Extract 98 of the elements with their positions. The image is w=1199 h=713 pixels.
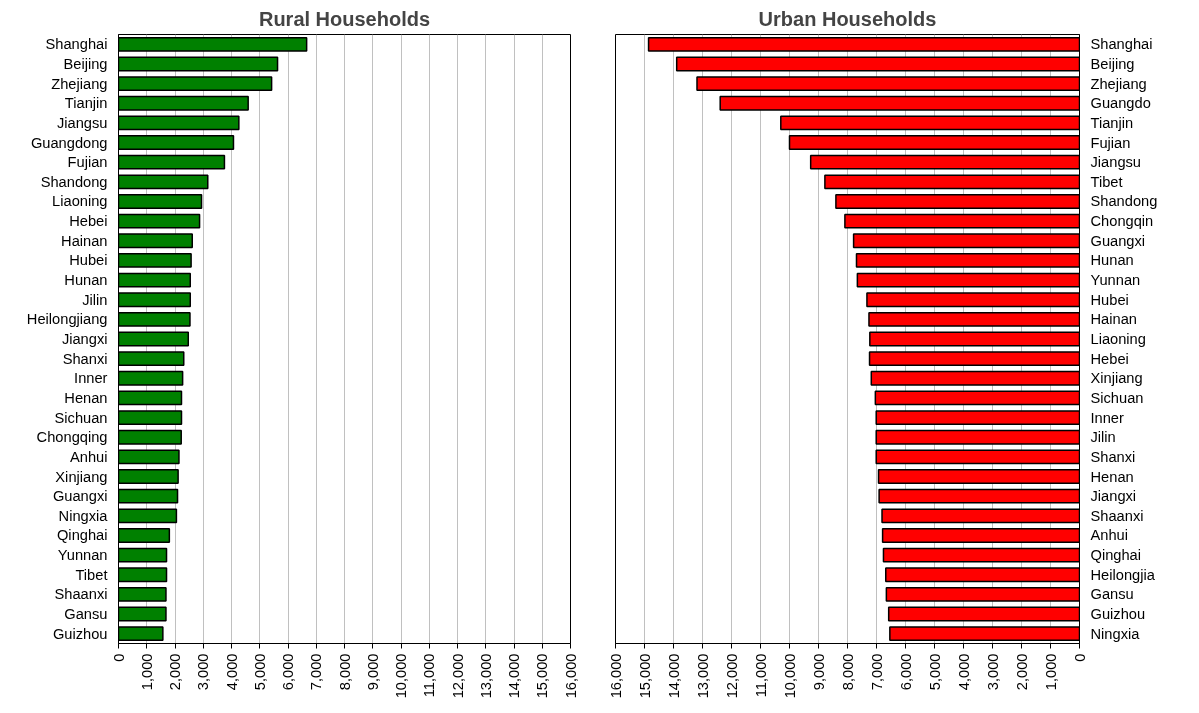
x-tick-label: 0 <box>110 653 127 662</box>
y-tick-label: Hainan <box>61 232 108 249</box>
x-tick-label: 13,000 <box>694 653 711 699</box>
x-tick-label: 3,000 <box>984 653 1001 691</box>
y-tick-label: Chongqin <box>1090 213 1154 230</box>
y-tick-label: Inner <box>74 370 108 387</box>
x-tick-label: 16,000 <box>562 653 579 699</box>
y-tick-label: Anhui <box>70 448 108 465</box>
y-tick-label: Liaoning <box>1090 331 1146 347</box>
chart-title: Rural Households <box>258 7 431 30</box>
y-tick-label: Xinjiang <box>55 468 108 485</box>
y-tick-label: Henan <box>1090 468 1134 485</box>
x-tick-label: 5,000 <box>251 653 268 691</box>
y-tick-label: Heilongjia <box>1090 566 1156 583</box>
y-tick-label: Hainan <box>1090 311 1137 328</box>
y-tick-label: Ningxia <box>58 507 109 524</box>
x-tick-label: 1,000 <box>138 653 155 691</box>
x-tick-label: 1,000 <box>1042 653 1059 691</box>
y-tick-label: Hunan <box>64 272 108 289</box>
x-tick-label: 14,000 <box>506 653 522 699</box>
x-tick-label: 15,000 <box>534 653 551 699</box>
y-tick-label: Inner <box>1090 409 1125 426</box>
y-tick-label: Guangdong <box>30 134 108 151</box>
y-tick-label: Tibet <box>75 566 108 583</box>
y-tick-label: Liaoning <box>52 193 108 210</box>
x-tick-label: 6,000 <box>897 653 914 691</box>
y-tick-label: Hubei <box>69 252 108 269</box>
y-tick-label: Jiangsu <box>1090 154 1142 171</box>
x-tick-label: 12,000 <box>449 653 466 699</box>
y-tick-label: Xinjiang <box>1090 370 1143 387</box>
y-tick-label: Shandong <box>1090 193 1158 210</box>
x-tick-label: 2,000 <box>167 653 183 691</box>
y-tick-label: Henan <box>64 389 108 406</box>
y-tick-label: Sichuan <box>1090 389 1144 406</box>
x-tick-label: 12,000 <box>723 653 740 699</box>
x-tick-label: 15,000 <box>636 653 653 699</box>
y-tick-label: Sichuan <box>54 409 108 426</box>
y-tick-label: Zhejiang <box>51 75 108 92</box>
x-tick-label: 7,000 <box>308 653 325 691</box>
y-tick-label: Tianjin <box>1090 114 1134 131</box>
x-tick-label: 9,000 <box>364 653 381 691</box>
chart-title: Urban Households <box>758 7 937 30</box>
y-tick-label: Shanxi <box>1090 448 1136 465</box>
x-tick-label: 4,000 <box>955 653 972 691</box>
y-tick-label: Fujian <box>67 154 108 171</box>
y-tick-label: Shaanxi <box>1090 507 1144 524</box>
y-tick-label: Jilin <box>82 291 108 308</box>
x-tick-label: 10,000 <box>781 653 798 699</box>
y-tick-label: Beijing <box>63 55 108 72</box>
y-tick-label: Shanghai <box>45 36 108 53</box>
y-tick-label: Shanghai <box>1090 36 1153 53</box>
x-tick-label: 7,000 <box>868 653 885 691</box>
y-tick-label: Anhui <box>1090 527 1128 544</box>
y-tick-label: Beijing <box>1090 55 1135 72</box>
y-tick-label: Hebei <box>69 213 108 230</box>
x-tick-label: 0 <box>1071 653 1088 662</box>
y-tick-label: Guangxi <box>1090 232 1146 249</box>
y-tick-label: Zhejiang <box>1090 75 1147 92</box>
y-tick-label: Guizhou <box>52 625 108 642</box>
y-tick-label: Gansu <box>1090 586 1134 603</box>
x-tick-label: 10,000 <box>393 653 409 699</box>
y-tick-label: Guizhou <box>1090 606 1146 623</box>
y-tick-label: Shanxi <box>62 350 108 367</box>
y-tick-label: Guangdo <box>1090 95 1151 112</box>
x-tick-label: 9,000 <box>810 653 827 691</box>
y-tick-label: Guangxi <box>52 488 108 505</box>
y-tick-label: Gansu <box>64 606 108 623</box>
x-tick-label: 16,000 <box>607 653 624 699</box>
x-tick-label: 8,000 <box>839 653 856 691</box>
x-tick-label: 14,000 <box>665 653 682 699</box>
x-tick-label: 6,000 <box>280 653 296 691</box>
y-tick-label: Tianjin <box>64 95 108 112</box>
x-tick-label: 11,000 <box>752 653 769 698</box>
y-tick-label: Qinghai <box>1090 547 1142 564</box>
x-tick-label: 13,000 <box>477 653 494 699</box>
x-tick-label: 3,000 <box>195 653 212 691</box>
x-tick-label: 11,000 <box>421 653 438 698</box>
y-tick-label: Shaanxi <box>54 586 108 603</box>
x-tick-label: 2,000 <box>1013 653 1030 691</box>
y-tick-label: Chongqing <box>36 429 108 446</box>
y-tick-label: Yunnan <box>57 547 108 564</box>
y-tick-label: Jiangxi <box>61 331 108 347</box>
y-tick-label: Jilin <box>1090 429 1116 446</box>
y-tick-label: Yunnan <box>1090 272 1141 289</box>
y-tick-label: Hubei <box>1090 291 1129 308</box>
x-tick-label: 4,000 <box>223 653 240 691</box>
y-tick-label: Hunan <box>1090 252 1134 269</box>
y-tick-label: Qinghai <box>56 527 108 544</box>
y-tick-label: Shandong <box>40 173 108 190</box>
x-tick-label: 5,000 <box>926 653 943 691</box>
y-tick-label: Jiangxi <box>1090 488 1137 505</box>
x-tick-label: 8,000 <box>336 653 353 691</box>
y-tick-label: Jiangsu <box>56 114 108 131</box>
y-tick-label: Heilongjiang <box>26 311 108 328</box>
y-tick-label: Hebei <box>1090 350 1129 367</box>
y-tick-label: Tibet <box>1090 173 1123 190</box>
y-tick-label: Fujian <box>1090 134 1131 151</box>
y-tick-label: Ningxia <box>1090 625 1141 642</box>
